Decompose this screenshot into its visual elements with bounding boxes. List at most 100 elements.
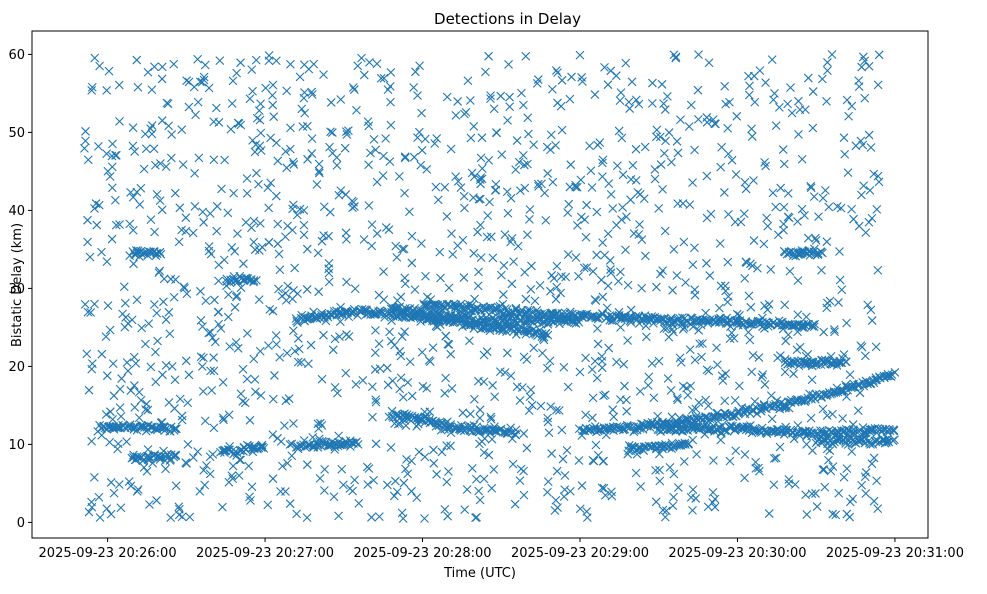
data-point [722, 100, 730, 108]
data-point [274, 157, 282, 165]
data-point [656, 477, 664, 485]
data-point [632, 469, 640, 477]
data-point [373, 60, 381, 68]
data-point [780, 203, 788, 211]
data-point [130, 260, 138, 268]
data-point [88, 365, 96, 373]
data-point [401, 153, 409, 161]
data-point [645, 373, 653, 381]
data-point [564, 209, 572, 217]
data-point [796, 343, 804, 351]
data-point [320, 486, 328, 494]
data-point [293, 510, 301, 518]
data-point [129, 142, 137, 150]
marker-layer [80, 50, 898, 522]
data-point [487, 233, 495, 241]
data-point [109, 360, 117, 368]
data-point [866, 186, 874, 194]
data-point [745, 292, 753, 300]
data-point [205, 242, 213, 250]
data-point [873, 477, 881, 485]
data-point [483, 233, 491, 241]
data-point [604, 282, 612, 290]
data-point [148, 86, 156, 94]
data-point [613, 358, 621, 366]
data-point [276, 266, 284, 274]
data-point [598, 364, 606, 372]
data-point [242, 218, 250, 226]
data-point [228, 243, 236, 251]
data-point [298, 105, 306, 113]
data-point [303, 122, 311, 130]
data-point [817, 266, 825, 274]
data-point [659, 267, 667, 275]
data-point [246, 416, 254, 424]
data-point [449, 250, 457, 258]
data-point [241, 399, 249, 407]
data-point [767, 392, 775, 400]
data-point [303, 285, 311, 293]
data-point [198, 363, 206, 371]
data-point [140, 165, 148, 173]
data-point [844, 169, 852, 177]
data-point [325, 278, 333, 286]
data-point [411, 68, 419, 76]
data-point [371, 326, 379, 334]
data-point [864, 301, 872, 309]
data-point [320, 71, 328, 79]
data-point [594, 340, 602, 348]
data-point [600, 457, 608, 465]
data-point [413, 494, 421, 502]
data-point [107, 478, 115, 486]
data-point [744, 328, 752, 336]
data-point [594, 141, 602, 149]
data-point [780, 160, 788, 168]
data-point [476, 221, 484, 229]
data-point [564, 383, 572, 391]
data-point [578, 482, 586, 490]
data-point [460, 204, 468, 212]
data-point [117, 412, 125, 420]
data-point [150, 301, 158, 309]
data-point [781, 368, 789, 376]
data-point [390, 492, 398, 500]
data-point [557, 289, 565, 297]
data-point [868, 214, 876, 222]
data-point [750, 177, 758, 185]
data-point [843, 96, 851, 104]
data-point [617, 216, 625, 224]
x-tick-label: 2025-09-23 20:29:00 [511, 546, 649, 561]
y-tick-label: 20 [8, 360, 25, 375]
data-point [669, 502, 677, 510]
data-point [274, 220, 282, 228]
data-point [371, 349, 379, 357]
data-point [564, 251, 572, 259]
data-point [548, 450, 556, 458]
data-point [815, 213, 823, 221]
data-point [706, 272, 714, 280]
data-point [256, 347, 264, 355]
data-point [715, 304, 723, 312]
data-point [224, 209, 232, 217]
data-point [386, 158, 394, 166]
data-point [488, 435, 496, 443]
data-point [252, 169, 260, 177]
data-point [560, 363, 568, 371]
data-point [116, 404, 124, 412]
data-point [386, 328, 394, 336]
data-point [599, 239, 607, 247]
data-point [106, 326, 114, 334]
data-point [81, 137, 89, 145]
data-point [613, 162, 621, 170]
data-point [809, 88, 817, 96]
data-point [212, 104, 220, 112]
data-point [343, 278, 351, 286]
data-point [604, 81, 612, 89]
data-point [480, 351, 488, 359]
data-point [874, 81, 882, 89]
data-point [408, 259, 416, 267]
data-point [408, 392, 416, 400]
data-point [107, 510, 115, 518]
data-point [221, 156, 229, 164]
data-point [563, 446, 571, 454]
